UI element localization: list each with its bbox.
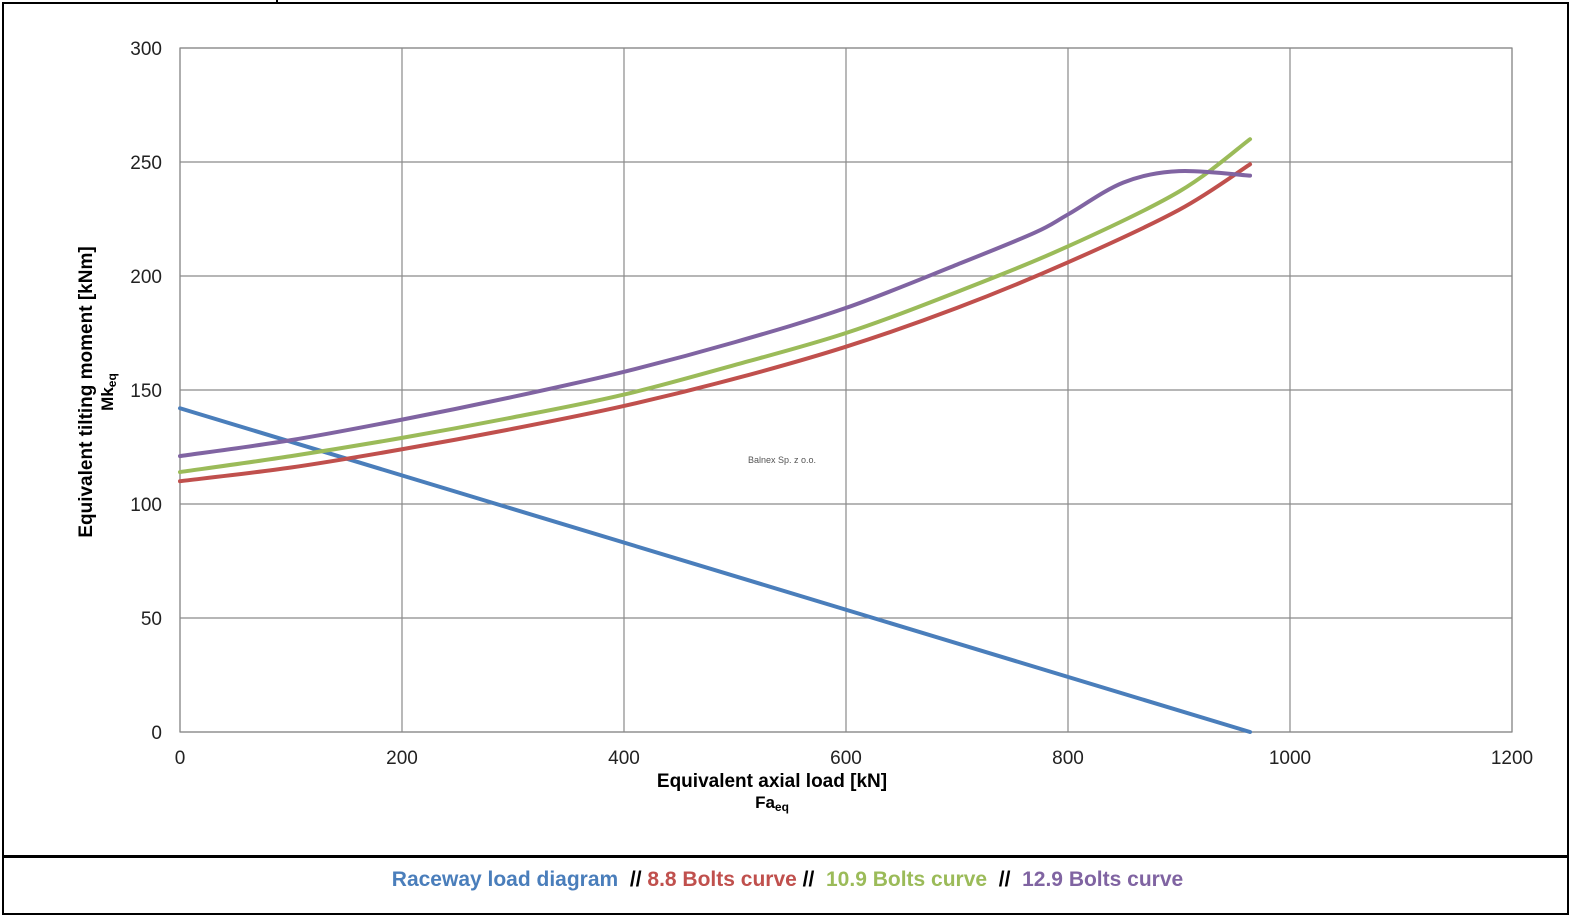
y-axis-symbol-sub: eq bbox=[105, 373, 119, 387]
chart-plot: 0 200 400 600 800 1000 1200 0 50 100 150 200 250 300… bbox=[76, 39, 1533, 814]
legend-separator: // bbox=[629, 868, 642, 891]
legend-12-9-bolts-curve: 12.9 Bolts curve bbox=[1022, 868, 1184, 891]
frame-notch bbox=[276, 0, 278, 4]
legend-separator: // bbox=[802, 868, 815, 891]
series-line-8-8-bolts-curve bbox=[178, 162, 1253, 484]
x-tick-label: 400 bbox=[608, 748, 640, 769]
y-tick-label: 200 bbox=[130, 267, 162, 288]
legend-10-9-bolts-curve: 10.9 Bolts curve bbox=[826, 868, 988, 891]
y-axis-ticks: 0 50 100 150 200 250 300 bbox=[130, 39, 162, 744]
legend-raceway-load-diagram: Raceway load diagram bbox=[391, 868, 619, 891]
legend-separator bbox=[618, 868, 630, 891]
legend-8-8-bolts-curve: 8.8 Bolts curve bbox=[647, 868, 797, 891]
series-line-raceway-load-diagram bbox=[178, 406, 1253, 734]
x-tick-label: 1200 bbox=[1491, 748, 1533, 769]
plot-area-border bbox=[179, 47, 1513, 733]
x-tick-label: 200 bbox=[386, 748, 418, 769]
legend: Raceway load diagram // 8.8 Bolts curve … bbox=[0, 868, 1575, 892]
x-tick-label: 0 bbox=[175, 748, 186, 769]
x-axis-symbol-main: Fa bbox=[755, 793, 775, 812]
y-tick-label: 0 bbox=[151, 723, 162, 744]
y-axis-symbol: Mkeq bbox=[98, 373, 119, 411]
series-line-10-9-bolts-curve bbox=[178, 137, 1253, 475]
x-axis-title: Equivalent axial load [kN] bbox=[657, 771, 887, 792]
x-axis-ticks: 0 200 400 600 800 1000 1200 bbox=[175, 748, 1533, 769]
y-tick-label: 50 bbox=[141, 609, 162, 630]
y-axis-symbol-main: Mk bbox=[98, 387, 117, 411]
watermark-text: Balnex Sp. z o.o. bbox=[748, 455, 816, 465]
y-tick-label: 150 bbox=[130, 381, 162, 402]
y-axis-title-group: Equivalent tilting moment [kNm] bbox=[76, 246, 97, 537]
grid-lines bbox=[179, 47, 1513, 733]
y-tick-label: 250 bbox=[130, 153, 162, 174]
y-tick-label: 300 bbox=[130, 39, 162, 60]
x-axis-symbol-sub: eq bbox=[775, 800, 789, 814]
legend-separator: // bbox=[998, 868, 1011, 891]
series-lines bbox=[178, 137, 1253, 734]
x-tick-label: 1000 bbox=[1269, 748, 1311, 769]
x-tick-label: 600 bbox=[830, 748, 862, 769]
y-axis-title: Equivalent tilting moment [kNm] bbox=[76, 246, 97, 537]
series-line-12-9-bolts-curve bbox=[178, 168, 1253, 459]
x-axis-symbol: Faeq bbox=[755, 793, 789, 814]
legend-divider bbox=[2, 855, 1569, 858]
y-tick-label: 100 bbox=[130, 495, 162, 516]
y-axis-symbol-group: Mkeq bbox=[98, 373, 119, 411]
x-tick-label: 800 bbox=[1052, 748, 1084, 769]
